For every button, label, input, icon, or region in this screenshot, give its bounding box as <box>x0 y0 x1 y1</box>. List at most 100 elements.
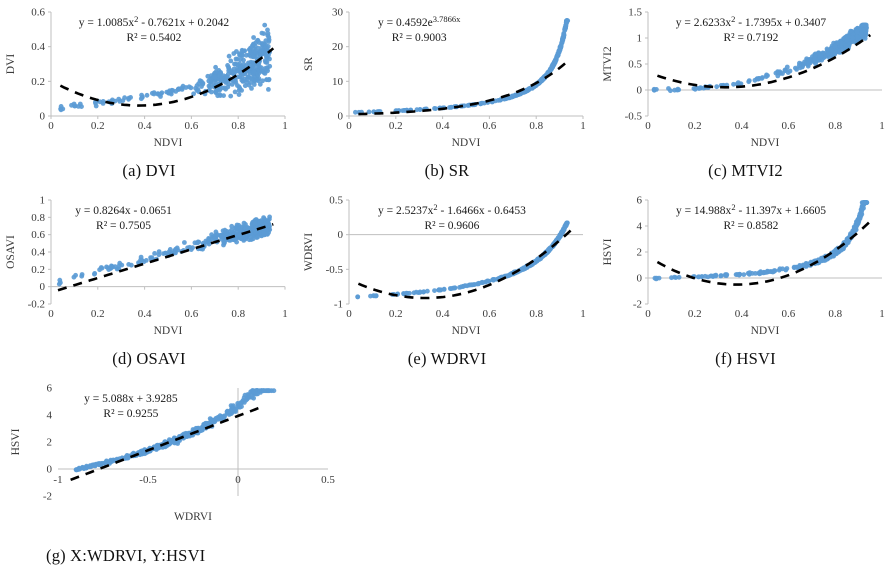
svg-text:1: 1 <box>879 120 885 132</box>
svg-text:0.4: 0.4 <box>436 120 450 132</box>
svg-text:0: 0 <box>338 111 344 123</box>
caption-c: (c) MTVI2 <box>708 161 783 180</box>
svg-text:0.4: 0.4 <box>138 120 152 132</box>
svg-text:0.4: 0.4 <box>31 41 45 53</box>
svg-text:0.5: 0.5 <box>329 195 343 207</box>
svg-text:0.8: 0.8 <box>828 308 842 320</box>
svg-text:0.8: 0.8 <box>231 308 245 320</box>
scatter-chart-wdrvi-vs-ndvi: -1 -0.5 0 0.5 0 0.2 0.4 0.6 0.8 1 NDVI WDRVI y = 2.5… <box>301 194 593 346</box>
svg-text:0: 0 <box>235 474 241 486</box>
svg-text:0.4: 0.4 <box>734 308 748 320</box>
svg-text:R² = 0.7505: R² = 0.7505 <box>96 220 151 232</box>
svg-text:R² = 0.7192: R² = 0.7192 <box>723 32 778 44</box>
svg-text:0: 0 <box>346 308 352 320</box>
svg-text:R² = 0.5402: R² = 0.5402 <box>126 32 181 44</box>
svg-text:30: 30 <box>332 7 344 19</box>
scatter-chart-hsvi-vs-ndvi: -2 0 2 4 6 0 0.2 0.4 0.6 0.8 1 NDVI HSVI y = 14.988x2… <box>600 194 892 346</box>
svg-text:2: 2 <box>636 247 642 259</box>
caption-a: (a) DVI <box>122 161 176 180</box>
svg-text:0: 0 <box>636 273 642 285</box>
svg-text:0.8: 0.8 <box>231 120 245 132</box>
svg-text:0.2: 0.2 <box>687 120 701 132</box>
svg-text:NDVI: NDVI <box>154 325 183 337</box>
subplot-a-dvi: 0 0.2 0.4 0.6 0 0.2 0.4 0.6 0.8 1 NDVI DVI y = 1.008… <box>0 6 298 194</box>
svg-text:0.2: 0.2 <box>31 76 45 88</box>
svg-text:0: 0 <box>40 111 46 123</box>
svg-text:0: 0 <box>645 120 651 132</box>
svg-text:0.8: 0.8 <box>529 120 543 132</box>
svg-text:1: 1 <box>636 33 642 45</box>
svg-text:HSVI: HSVI <box>10 428 22 455</box>
svg-text:6: 6 <box>636 195 642 207</box>
caption-b: (b) SR <box>424 161 470 180</box>
svg-text:0.6: 0.6 <box>31 229 45 241</box>
svg-text:0: 0 <box>48 120 54 132</box>
svg-text:0.4: 0.4 <box>436 308 450 320</box>
svg-text:0.5: 0.5 <box>321 474 335 486</box>
svg-text:0: 0 <box>636 85 642 97</box>
svg-text:1: 1 <box>282 308 288 320</box>
svg-text:0.6: 0.6 <box>31 7 45 19</box>
svg-text:DVI: DVI <box>5 54 17 75</box>
svg-text:WDRVI: WDRVI <box>303 233 315 271</box>
svg-text:WDRVI: WDRVI <box>174 511 212 523</box>
svg-text:0.2: 0.2 <box>91 120 105 132</box>
scatter-chart-mtvi2-vs-ndvi: -0.5 0 0.5 1 1.5 0 0.2 0.4 0.6 0.8 1 NDVI MTVI2 y = 2… <box>600 6 892 158</box>
figure-row-2: -0.2 0 0.2 0.4 0.6 0.8 1 0 0.2 0.4 0.6 0.8 1 NDVI OSAV… <box>0 194 895 382</box>
svg-text:OSAVI: OSAVI <box>5 235 17 269</box>
svg-text:0.6: 0.6 <box>781 120 795 132</box>
figure-row-3: -2 0 2 4 6 -1 -0.5 0 0.5 WDRVI HSVI y = 5.088x + 3.… <box>0 382 895 582</box>
svg-text:y = 5.088x + 3.9285: y = 5.088x + 3.9285 <box>84 393 178 405</box>
svg-text:1: 1 <box>40 195 46 207</box>
scatter-chart-sr-vs-ndvi: 0 10 20 30 0 0.2 0.4 0.6 0.8 1 NDVI SR y = 0.4592e3.… <box>301 6 593 158</box>
subplot-e-wdrvi: -1 -0.5 0 0.5 0 0.2 0.4 0.6 0.8 1 NDVI WDRVI y = 2.5… <box>298 194 596 382</box>
svg-text:0: 0 <box>338 229 344 241</box>
svg-text:R² = 0.9606: R² = 0.9606 <box>424 220 479 232</box>
svg-text:-2: -2 <box>43 491 52 503</box>
svg-text:y = 14.988x2 - 11.397x + 1.660: y = 14.988x2 - 11.397x + 1.6605 <box>675 202 825 217</box>
subplot-d-osavi: -0.2 0 0.2 0.4 0.6 0.8 1 0 0.2 0.4 0.6 0.8 1 NDVI OSAV… <box>0 194 298 382</box>
svg-text:0.2: 0.2 <box>91 308 105 320</box>
svg-text:NDVI: NDVI <box>452 137 481 149</box>
svg-text:0.6: 0.6 <box>781 308 795 320</box>
svg-text:-0.2: -0.2 <box>28 299 45 311</box>
svg-text:0.4: 0.4 <box>138 308 152 320</box>
svg-text:0.8: 0.8 <box>31 212 45 224</box>
scatter-chart-dvi-vs-ndvi: 0 0.2 0.4 0.6 0 0.2 0.4 0.6 0.8 1 NDVI DVI y = 1.008… <box>3 6 295 158</box>
svg-text:1: 1 <box>282 120 288 132</box>
subplot-f-hsvi: -2 0 2 4 6 0 0.2 0.4 0.6 0.8 1 NDVI HSVI y = 14.988x2… <box>596 194 895 382</box>
svg-text:-1: -1 <box>53 474 62 486</box>
svg-text:0.4: 0.4 <box>734 120 748 132</box>
svg-text:1.5: 1.5 <box>628 7 642 19</box>
svg-text:y = 0.4592e3.7866x: y = 0.4592e3.7866x <box>378 14 461 29</box>
caption-e: (e) WDRVI <box>407 349 487 368</box>
subplot-c-mtvi2: -0.5 0 0.5 1 1.5 0 0.2 0.4 0.6 0.8 1 NDVI MTVI2 y = 2… <box>596 6 895 194</box>
svg-text:R² = 0.8582: R² = 0.8582 <box>723 220 778 232</box>
svg-text:NDVI: NDVI <box>750 137 779 149</box>
svg-text:0: 0 <box>47 464 53 476</box>
svg-text:1: 1 <box>580 120 586 132</box>
svg-text:-0.5: -0.5 <box>624 111 642 123</box>
svg-text:y = 0.8264x - 0.0651: y = 0.8264x - 0.0651 <box>75 205 172 217</box>
caption-f: (f) HSVI <box>715 349 776 368</box>
svg-text:y = 1.0085x2 - 0.7621x + 0.204: y = 1.0085x2 - 0.7621x + 0.2042 <box>79 14 230 29</box>
svg-text:NDVI: NDVI <box>750 325 779 337</box>
svg-text:6: 6 <box>47 383 53 395</box>
svg-text:-0.5: -0.5 <box>139 474 157 486</box>
svg-text:0.2: 0.2 <box>31 264 45 276</box>
svg-text:0.5: 0.5 <box>628 59 642 71</box>
svg-text:0.2: 0.2 <box>687 308 701 320</box>
svg-text:SR: SR <box>303 57 315 71</box>
svg-text:-0.5: -0.5 <box>326 264 344 276</box>
svg-text:y = 2.6233x2 - 1.7395x + 0.340: y = 2.6233x2 - 1.7395x + 0.3407 <box>675 14 826 29</box>
svg-text:0.6: 0.6 <box>483 308 497 320</box>
svg-text:1: 1 <box>580 308 586 320</box>
svg-text:0.8: 0.8 <box>828 120 842 132</box>
svg-text:0.4: 0.4 <box>31 247 45 259</box>
svg-text:0.2: 0.2 <box>389 120 403 132</box>
svg-text:10: 10 <box>332 76 344 88</box>
caption-g: (g) X:WDRVI, Y:HSVI <box>46 546 206 565</box>
svg-text:R² = 0.9003: R² = 0.9003 <box>392 32 447 44</box>
svg-text:R² = 0.9255: R² = 0.9255 <box>103 408 158 420</box>
